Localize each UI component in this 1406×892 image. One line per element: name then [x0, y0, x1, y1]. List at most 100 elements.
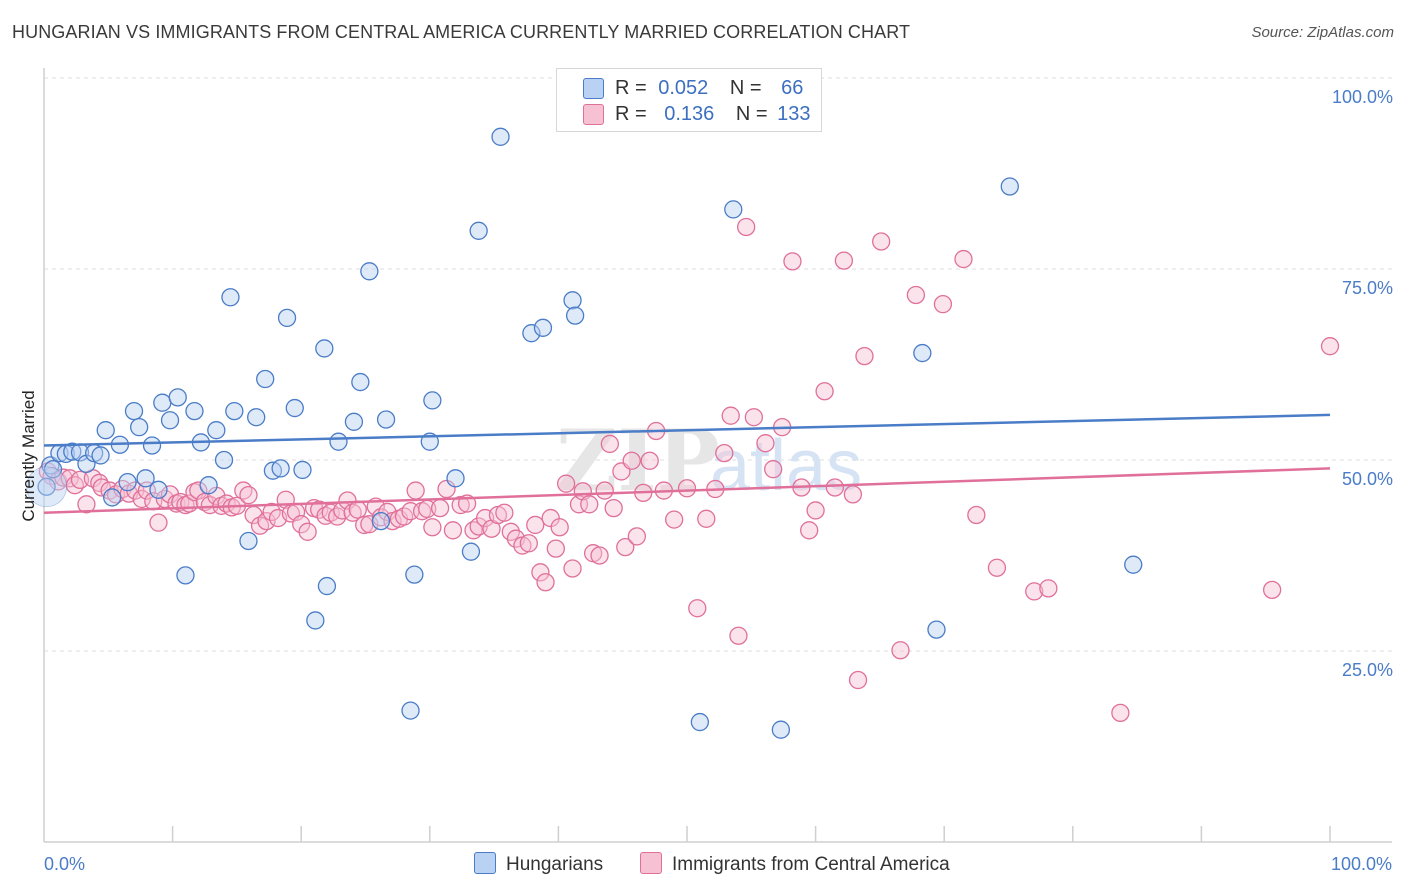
data-point: [136, 469, 155, 488]
series-hungarians-points: [26, 127, 1143, 739]
legend-label-central-america: Immigrants from Central America: [672, 854, 950, 875]
data-point: [690, 712, 710, 732]
data-point: [149, 480, 168, 499]
data-point: [604, 498, 623, 518]
data-point: [724, 200, 743, 219]
data-point: [536, 573, 555, 592]
data-point: [627, 527, 646, 546]
data-point: [697, 509, 716, 528]
data-point: [405, 565, 424, 584]
series-central-america-points: [38, 217, 1340, 723]
x-ticks: [171, 826, 1331, 842]
data-point: [595, 481, 614, 500]
data-point: [616, 537, 635, 557]
data-point: [721, 406, 740, 425]
data-point: [153, 393, 172, 412]
legend-item-central-america: Immigrants from Central America: [640, 852, 950, 876]
legend-swatch-pink: [640, 852, 662, 874]
data-point: [622, 451, 641, 470]
data-point: [65, 476, 85, 495]
data-point: [737, 217, 756, 237]
data-point: [563, 559, 582, 578]
data-point: [329, 432, 348, 451]
legend-n-label: N =: [735, 103, 768, 125]
data-point: [91, 446, 110, 465]
data-point: [688, 599, 707, 618]
data-point: [855, 346, 874, 366]
data-point: [443, 521, 463, 540]
data-point: [872, 232, 891, 251]
data-point: [214, 450, 234, 470]
legend-r-label: R =: [615, 77, 647, 99]
data-point: [891, 641, 910, 660]
data-point: [756, 434, 775, 453]
data-point: [189, 481, 208, 500]
data-point: [556, 474, 576, 493]
data-point: [519, 534, 538, 553]
data-point: [63, 442, 82, 461]
data-point: [430, 498, 450, 518]
data-point: [531, 563, 550, 582]
data-point: [664, 510, 684, 529]
data-point-cluster: [26, 466, 67, 508]
data-point: [744, 408, 764, 427]
data-point: [199, 476, 218, 495]
data-point: [815, 382, 834, 401]
data-point: [600, 434, 619, 454]
data-point: [565, 306, 585, 325]
data-point: [1320, 337, 1340, 356]
data-point: [256, 369, 275, 389]
data-point: [344, 412, 364, 431]
legend-n-label: N =: [729, 77, 762, 99]
data-point: [954, 249, 973, 269]
data-point: [247, 408, 266, 427]
legend-item-hungarians: Hungarians: [474, 852, 603, 876]
data-point: [176, 566, 195, 585]
data-point: [96, 421, 115, 440]
data-point: [77, 495, 96, 514]
data-point: [343, 503, 362, 522]
axes: [43, 68, 1392, 843]
data-point: [1124, 555, 1143, 574]
legend-r-value: 0.052: [658, 77, 709, 99]
data-point: [522, 324, 541, 343]
source-label: Source: ZipAtlas.com: [1251, 24, 1394, 41]
data-point: [124, 401, 144, 421]
data-point: [348, 500, 367, 519]
data-point: [423, 518, 442, 537]
data-point: [168, 388, 187, 407]
legend-swatch-blue: [474, 852, 496, 874]
data-point: [495, 503, 514, 522]
data-point: [461, 542, 481, 561]
data-point: [376, 410, 396, 429]
data-point: [360, 262, 379, 281]
data-point: [277, 308, 297, 328]
data-point: [401, 701, 420, 720]
trend-lines: [43, 413, 1331, 514]
correlation-legend: R = 0.052 N = 66 R = 0.136 N = 133: [556, 68, 822, 132]
data-point: [800, 521, 819, 540]
data-point: [43, 460, 63, 479]
data-point: [806, 501, 825, 520]
legend-r-value: 0.136: [664, 103, 715, 125]
data-point: [913, 343, 932, 363]
data-point: [37, 477, 56, 496]
data-point: [640, 451, 659, 470]
data-point: [1039, 579, 1058, 598]
data-point: [285, 398, 304, 418]
data-point: [423, 391, 442, 410]
data-point: [317, 576, 337, 596]
data-point: [239, 531, 258, 551]
data-point: [933, 294, 953, 314]
data-point: [469, 221, 488, 240]
data-point: [142, 436, 162, 455]
data-point: [239, 485, 258, 505]
data-point: [967, 505, 986, 525]
data-point: [491, 127, 510, 146]
data-point: [371, 511, 391, 531]
data-point: [293, 460, 312, 480]
data-point: [185, 401, 204, 421]
legend-label-hungarians: Hungarians: [506, 854, 604, 875]
y-tick-label: 100.0%: [1332, 87, 1393, 107]
